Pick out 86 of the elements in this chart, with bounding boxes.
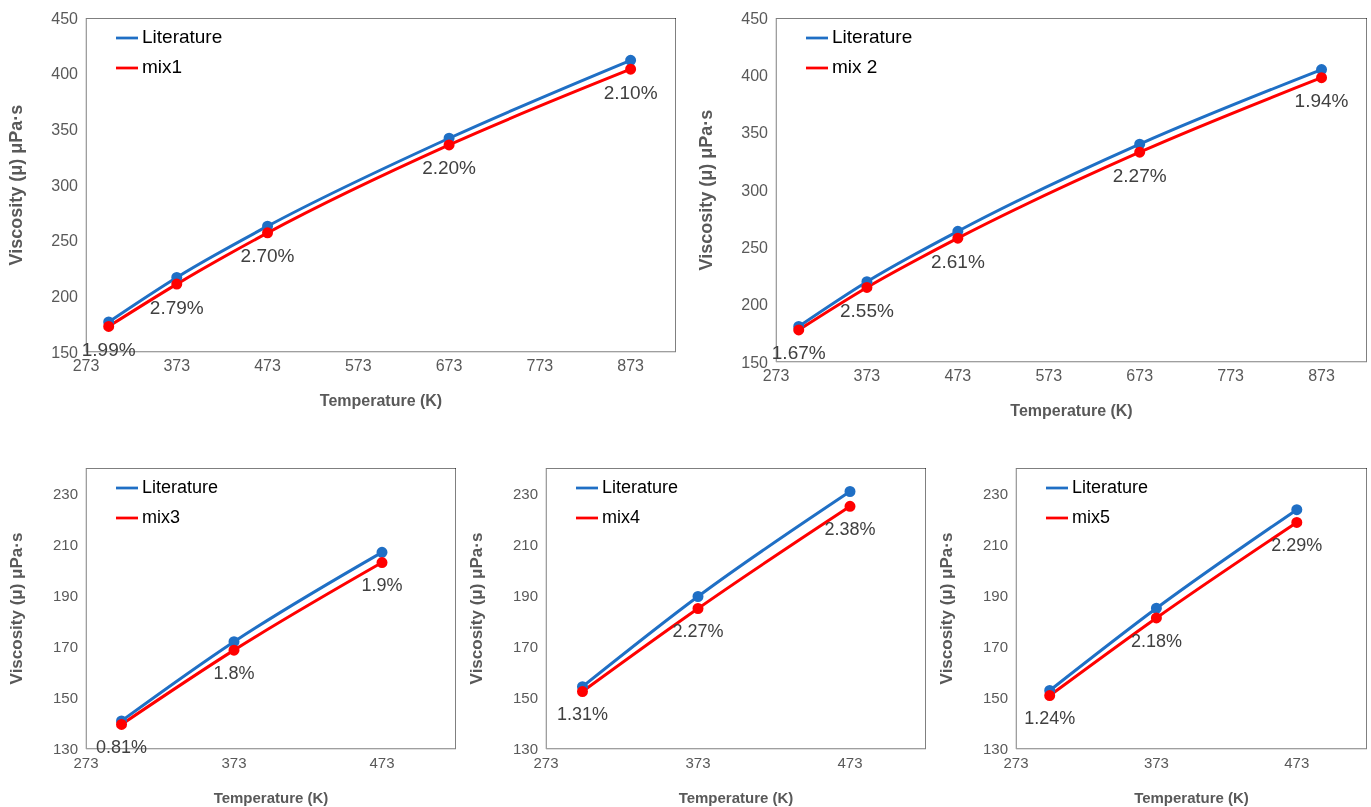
x-tick-label: 373 bbox=[221, 753, 247, 771]
y-tick-label: 190 bbox=[52, 587, 78, 605]
y-tick-label: 230 bbox=[512, 484, 538, 502]
x-tick-label: 673 bbox=[1126, 367, 1154, 385]
legend-label: Literature bbox=[142, 26, 223, 47]
annotation: 1.9% bbox=[361, 575, 403, 596]
legend-label: Literature bbox=[142, 477, 219, 497]
y-tick-label: 250 bbox=[741, 239, 769, 257]
y-tick-label: 170 bbox=[52, 638, 78, 656]
legend-label: mix3 bbox=[142, 507, 181, 527]
annotation: 1.94% bbox=[1294, 90, 1349, 112]
x-tick-label: 473 bbox=[369, 753, 395, 771]
y-tick-label: 170 bbox=[982, 638, 1008, 656]
y-tick-label: 450 bbox=[51, 9, 79, 27]
y-tick-label: 230 bbox=[52, 484, 78, 502]
x-tick-label: 773 bbox=[1217, 367, 1245, 385]
annotation: 1.99% bbox=[81, 338, 136, 360]
legend-label: mix4 bbox=[602, 507, 641, 527]
legend-label: Literature bbox=[1072, 477, 1149, 497]
x-axis-title: Temperature (K) bbox=[213, 789, 329, 806]
y-tick-label: 400 bbox=[741, 67, 769, 85]
y-tick-label: 150 bbox=[982, 689, 1008, 707]
annotation: 2.55% bbox=[839, 299, 894, 321]
y-axis-title: Viscosity (μ) μPa·s bbox=[696, 109, 717, 271]
y-axis-title: Viscosity (μ) μPa·s bbox=[7, 532, 27, 685]
y-tick-label: 350 bbox=[51, 121, 79, 139]
y-tick-label: 150 bbox=[512, 689, 538, 707]
x-tick-label: 473 bbox=[1284, 753, 1310, 771]
x-tick-label: 873 bbox=[617, 357, 645, 375]
y-tick-label: 200 bbox=[51, 288, 79, 306]
annotation: 2.18% bbox=[1130, 630, 1182, 651]
x-tick-label: 373 bbox=[853, 367, 881, 385]
legend-label: mix 2 bbox=[832, 56, 878, 77]
x-tick-label: 573 bbox=[344, 357, 372, 375]
y-tick-label: 190 bbox=[512, 587, 538, 605]
y-tick-label: 210 bbox=[52, 535, 78, 553]
x-tick-label: 573 bbox=[1035, 367, 1063, 385]
annotation: 1.8% bbox=[213, 662, 255, 683]
y-tick-label: 350 bbox=[741, 124, 769, 142]
annotation: 2.20% bbox=[422, 157, 477, 179]
x-tick-label: 373 bbox=[163, 357, 191, 375]
annotation: 1.31% bbox=[556, 704, 608, 725]
annotation: 2.79% bbox=[149, 296, 204, 318]
y-tick-label: 400 bbox=[51, 65, 79, 83]
x-tick-label: 473 bbox=[944, 367, 972, 385]
annotation: 2.29% bbox=[1271, 535, 1323, 556]
x-tick-label: 773 bbox=[526, 357, 554, 375]
y-tick-label: 300 bbox=[741, 181, 769, 199]
y-axis-title: Viscosity (μ) μPa·s bbox=[937, 532, 957, 685]
legend-label: mix5 bbox=[1072, 507, 1111, 527]
annotation: 1.24% bbox=[1024, 708, 1076, 729]
x-tick-label: 473 bbox=[837, 753, 863, 771]
y-tick-label: 170 bbox=[512, 638, 538, 656]
y-tick-label: 300 bbox=[51, 176, 79, 194]
x-tick-label: 373 bbox=[685, 753, 711, 771]
x-tick-label: 273 bbox=[72, 357, 100, 375]
y-axis-title: Viscosity (μ) μPa·s bbox=[467, 532, 487, 685]
x-axis-title: Temperature (K) bbox=[678, 789, 794, 806]
annotation: 2.70% bbox=[240, 245, 295, 267]
y-tick-label: 230 bbox=[982, 484, 1008, 502]
y-tick-label: 450 bbox=[741, 9, 769, 27]
y-tick-label: 250 bbox=[51, 232, 79, 250]
annotation: 0.81% bbox=[96, 737, 148, 758]
annotation: 2.61% bbox=[930, 250, 985, 272]
y-tick-label: 200 bbox=[741, 296, 769, 314]
annotation: 2.27% bbox=[672, 621, 724, 642]
y-tick-label: 210 bbox=[512, 535, 538, 553]
y-tick-label: 150 bbox=[52, 689, 78, 707]
annotation: 2.27% bbox=[1112, 164, 1167, 186]
legend-label: Literature bbox=[832, 26, 913, 47]
x-axis-title: Temperature (K) bbox=[319, 392, 443, 409]
annotation: 1.67% bbox=[771, 342, 826, 364]
x-tick-label: 873 bbox=[1308, 367, 1335, 385]
legend-label: Literature bbox=[602, 477, 679, 497]
y-tick-label: 210 bbox=[982, 535, 1008, 553]
legend-label: mix1 bbox=[142, 56, 183, 77]
y-tick-label: 190 bbox=[982, 587, 1008, 605]
annotation: 2.38% bbox=[824, 519, 876, 540]
x-axis-title: Temperature (K) bbox=[1134, 789, 1249, 806]
x-tick-label: 373 bbox=[1143, 753, 1169, 771]
x-tick-label: 673 bbox=[435, 357, 463, 375]
x-tick-label: 273 bbox=[762, 367, 790, 385]
y-axis-title: Viscosity (μ) μPa·s bbox=[6, 104, 27, 266]
x-tick-label: 473 bbox=[254, 357, 281, 375]
x-axis-title: Temperature (K) bbox=[1010, 402, 1133, 419]
annotation: 2.10% bbox=[603, 81, 658, 103]
